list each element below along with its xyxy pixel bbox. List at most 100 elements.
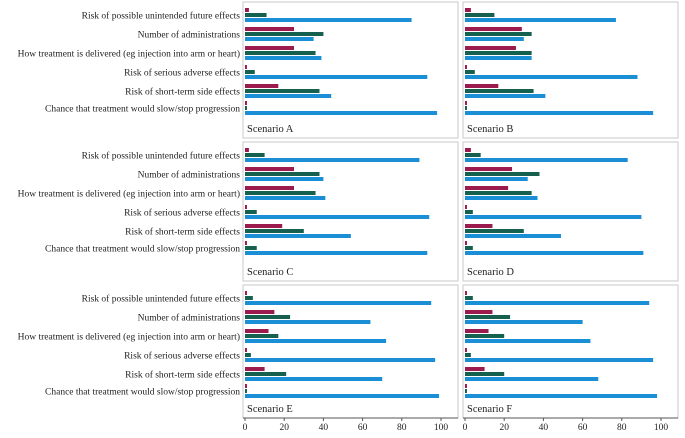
scenario-label: Scenario B [467, 124, 513, 135]
bar [465, 246, 473, 250]
bar [465, 196, 538, 200]
bar [465, 389, 467, 393]
x-tick-label: 60 [578, 423, 588, 433]
panel-frame [242, 1, 459, 139]
bar [245, 329, 269, 333]
bar [245, 27, 294, 31]
scenario-label: Scenario D [467, 267, 514, 278]
scenario-panel: Scenario D [462, 141, 679, 282]
bar [465, 377, 599, 381]
bar [465, 329, 489, 333]
bar [465, 32, 532, 36]
bar [245, 339, 387, 343]
bar [245, 106, 247, 110]
bar [465, 394, 658, 398]
bar [245, 148, 249, 152]
bar [245, 46, 294, 50]
bar [245, 241, 247, 245]
bar [465, 320, 583, 324]
bar [245, 172, 320, 176]
bar [245, 167, 294, 171]
bar [245, 358, 436, 362]
bar [245, 94, 332, 98]
category-label: Risk of short-term side effects [125, 370, 240, 381]
bar [245, 158, 420, 162]
category-label: Chance that treatment would slow/stop pr… [45, 388, 240, 398]
bar [465, 27, 522, 31]
bar [245, 234, 351, 238]
bar [245, 8, 249, 12]
bar [465, 177, 528, 181]
bar [465, 148, 471, 152]
bar [465, 353, 471, 357]
x-tick-label: 0 [243, 423, 248, 433]
x-tick-label: 40 [539, 423, 549, 433]
bar [245, 89, 320, 93]
category-label: Chance that treatment would slow/stop pr… [45, 245, 240, 255]
bar [465, 8, 471, 12]
category-label: Risk of possible unintended future effec… [82, 151, 241, 162]
x-tick-label: 80 [397, 423, 407, 433]
bar [465, 106, 467, 110]
category-label: Risk of short-term side effects [125, 227, 240, 238]
bar [465, 172, 540, 176]
bar [245, 84, 279, 88]
category-label: How treatment is delivered (eg injection… [18, 49, 240, 60]
x-tick-label: 80 [617, 423, 627, 433]
x-tick-label: 20 [499, 423, 509, 433]
bar [245, 367, 265, 371]
bar [465, 301, 650, 305]
bar [465, 334, 505, 338]
bar [465, 186, 509, 190]
bar [465, 234, 562, 238]
bar [465, 56, 532, 60]
bar [245, 334, 279, 338]
bar [465, 51, 532, 55]
bar [245, 56, 322, 60]
bar [245, 205, 247, 209]
bar [465, 205, 467, 209]
bar [245, 301, 432, 305]
bar [465, 18, 616, 22]
scenario-panel: Scenario C [242, 141, 459, 282]
bar [465, 65, 467, 69]
bar [245, 389, 247, 393]
x-tick-label: 20 [279, 423, 289, 433]
bar [465, 229, 524, 233]
bar [465, 310, 493, 314]
bar [465, 291, 467, 295]
bar [245, 246, 257, 250]
category-label: Risk of short-term side effects [125, 87, 240, 98]
category-label: Number of administrations [138, 313, 241, 324]
bar [465, 153, 481, 157]
bar [245, 13, 267, 17]
bar [465, 296, 473, 300]
bar [245, 229, 304, 233]
x-tick-label: 0 [463, 423, 468, 433]
bar [465, 315, 511, 319]
bar [245, 251, 428, 255]
scenario-label: Scenario C [247, 267, 293, 278]
scenario-label: Scenario E [247, 404, 293, 415]
bar [245, 37, 314, 41]
bar [465, 46, 516, 50]
bar [465, 210, 473, 214]
panel-frame [462, 141, 679, 282]
bar [465, 367, 485, 371]
bar [465, 94, 546, 98]
bar [245, 101, 247, 105]
scenario-label: Scenario A [247, 124, 294, 135]
bar [465, 84, 499, 88]
bar [245, 384, 247, 388]
category-label: Number of administrations [138, 170, 241, 181]
bar [465, 251, 644, 255]
bar [245, 348, 247, 352]
bar [465, 348, 467, 352]
bar [465, 111, 654, 115]
category-label: How treatment is delivered (eg injection… [18, 189, 240, 200]
bar [245, 394, 440, 398]
bar [465, 241, 467, 245]
bar [245, 191, 316, 195]
scenario-panel: Scenario E020406080100Percent [242, 284, 459, 438]
